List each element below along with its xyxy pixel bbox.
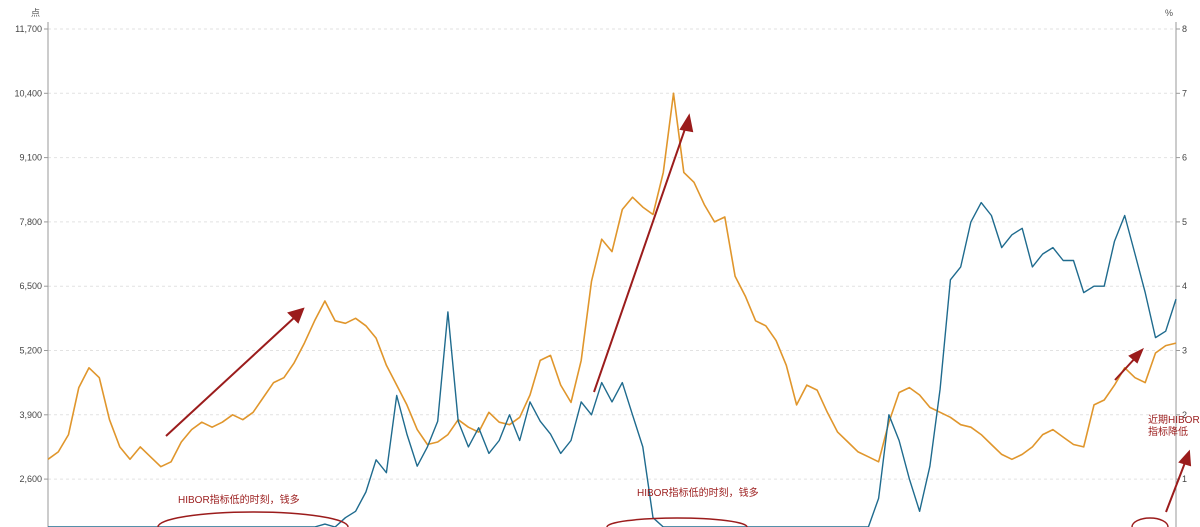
arrow-head-4	[1178, 449, 1192, 467]
left-axis-unit: 点	[31, 8, 40, 18]
right-tick-label: 1	[1182, 474, 1187, 484]
annotation-arrows	[165, 113, 1192, 513]
right-tick-label: 4	[1182, 281, 1187, 291]
right-tick-label: 8	[1182, 24, 1187, 34]
arrow-head-1	[287, 307, 305, 324]
annotation-recent-line1: 近期HIBOR	[1148, 413, 1200, 426]
arrow-head-2	[679, 113, 694, 133]
right-axis-unit: %	[1165, 8, 1173, 18]
right-tick-label: 6	[1182, 153, 1187, 163]
ellipse-low-hibor-2	[606, 517, 748, 527]
left-tick-label: 10,400	[14, 88, 42, 98]
arrow-head-3	[1128, 347, 1144, 364]
left-axis-ticks: 11,700 10,400 9,100 7,800 6,500 5,200 3,900 2,6…	[14, 24, 48, 484]
arrow-rise-4	[1165, 459, 1187, 513]
right-axis-ticks: 8 7 6 5 4 3 2 1	[1176, 24, 1187, 484]
arrow-rise-2	[593, 125, 687, 393]
left-tick-label: 11,700	[15, 24, 42, 34]
left-tick-label: 7,800	[19, 217, 42, 227]
arrow-rise-1	[165, 315, 297, 437]
left-tick-label: 9,100	[19, 153, 42, 163]
ellipse-recent	[1131, 517, 1169, 527]
series-line-hibor	[48, 201, 1177, 527]
left-tick-label: 5,200	[19, 346, 42, 356]
annotation-low-hibor-1: HIBOR指标低的时刻，钱多	[178, 493, 300, 506]
left-tick-label: 2,600	[19, 474, 42, 484]
series-line-index	[47, 92, 1177, 468]
right-tick-label: 7	[1182, 88, 1187, 98]
left-tick-label: 6,500	[19, 281, 42, 291]
annotation-low-hibor-2: HIBOR指标低的时刻，钱多	[637, 486, 759, 499]
right-tick-label: 2	[1182, 410, 1187, 420]
annotation-recent-line2: 指标降低	[1148, 425, 1188, 438]
annotation-ellipses	[157, 511, 1169, 527]
gridlines	[48, 28, 1176, 480]
right-tick-label: 3	[1182, 346, 1187, 356]
right-tick-label: 5	[1182, 217, 1187, 227]
left-tick-label: 3,900	[19, 410, 42, 420]
ellipse-low-hibor-1	[157, 511, 349, 527]
